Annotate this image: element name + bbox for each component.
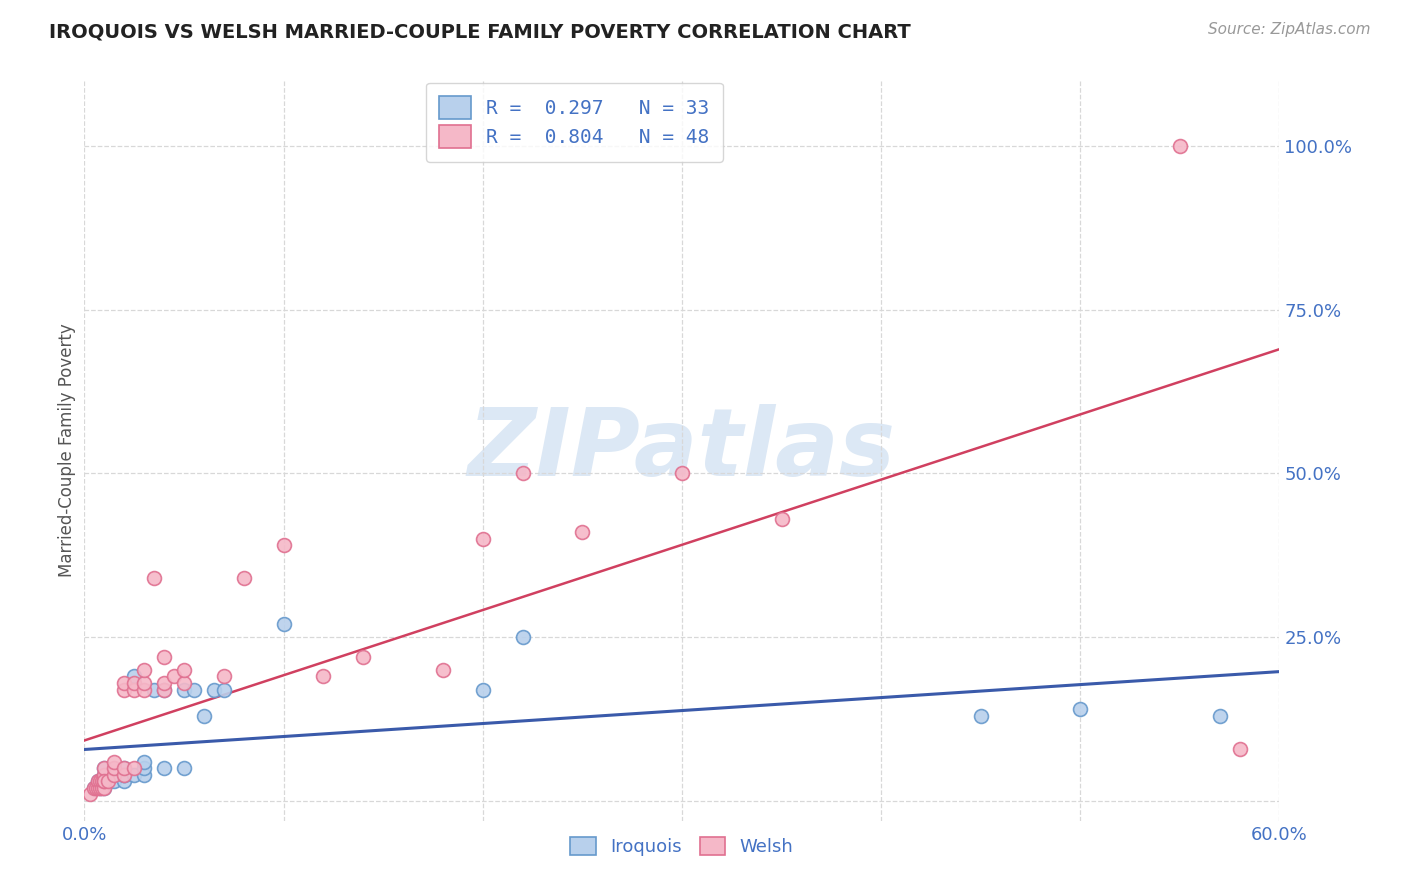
Point (1069, 702, 1091, 716)
Point (132, 682, 156, 697)
Point (103, 768, 125, 782)
Point (163, 669, 186, 683)
Point (153, 682, 176, 697)
Point (79, 788, 101, 802)
Point (83, 780, 105, 795)
Point (93, 774, 115, 789)
Point (512, 467, 534, 481)
Point (93, 780, 115, 795)
Point (89, 780, 111, 795)
Point (122, 761, 145, 775)
Point (122, 676, 145, 690)
Point (103, 755, 125, 769)
Point (212, 682, 235, 697)
Point (89, 774, 111, 789)
Point (183, 682, 205, 697)
Point (122, 682, 145, 697)
Point (112, 768, 135, 782)
Point (153, 649, 176, 664)
Point (193, 708, 215, 723)
Point (93, 774, 115, 789)
Point (89, 780, 111, 795)
Point (1168, 138, 1191, 153)
Point (87, 774, 110, 789)
Point (97, 774, 120, 789)
Point (153, 682, 176, 697)
Legend: Iroquois, Welsh: Iroquois, Welsh (564, 830, 800, 863)
Point (93, 774, 115, 789)
Point (312, 669, 335, 683)
Point (212, 669, 235, 683)
Point (471, 682, 494, 697)
Point (83, 780, 105, 795)
Point (93, 768, 115, 782)
Point (91, 780, 114, 795)
Point (89, 774, 111, 789)
Point (112, 774, 135, 789)
Point (132, 676, 156, 690)
Point (1229, 741, 1251, 756)
Point (93, 761, 115, 775)
Point (132, 761, 156, 775)
Point (173, 761, 195, 775)
Point (91, 774, 114, 789)
Point (970, 708, 993, 723)
Point (173, 682, 195, 697)
Point (153, 761, 176, 775)
Point (93, 761, 115, 775)
Point (112, 676, 135, 690)
Point (112, 682, 135, 697)
Point (103, 761, 125, 775)
Point (173, 676, 195, 690)
Point (93, 780, 115, 795)
Point (143, 571, 166, 585)
Point (112, 761, 135, 775)
Y-axis label: Married-Couple Family Poverty: Married-Couple Family Poverty (58, 324, 76, 577)
Point (86, 780, 108, 795)
Point (173, 663, 195, 677)
Point (112, 768, 135, 782)
Point (112, 761, 135, 775)
Point (132, 663, 156, 677)
Point (153, 676, 176, 690)
Text: ZIPatlas: ZIPatlas (468, 404, 896, 497)
Point (273, 539, 295, 553)
Point (143, 682, 166, 697)
Point (132, 755, 156, 769)
Point (202, 682, 225, 697)
Point (273, 617, 295, 632)
Point (232, 571, 254, 585)
Point (132, 768, 156, 782)
Point (571, 525, 593, 540)
Text: Source: ZipAtlas.com: Source: ZipAtlas.com (1208, 22, 1371, 37)
Point (671, 467, 693, 481)
Point (352, 649, 374, 664)
Point (122, 669, 145, 683)
Point (1209, 708, 1232, 723)
Point (512, 630, 534, 644)
Point (471, 532, 494, 546)
Point (87, 780, 110, 795)
Point (87, 774, 110, 789)
Point (93, 768, 115, 782)
Point (112, 768, 135, 782)
Point (432, 663, 454, 677)
Point (122, 768, 145, 782)
Point (103, 774, 125, 789)
Text: IROQUOIS VS WELSH MARRIED-COUPLE FAMILY POVERTY CORRELATION CHART: IROQUOIS VS WELSH MARRIED-COUPLE FAMILY … (49, 22, 911, 41)
Point (770, 512, 793, 526)
